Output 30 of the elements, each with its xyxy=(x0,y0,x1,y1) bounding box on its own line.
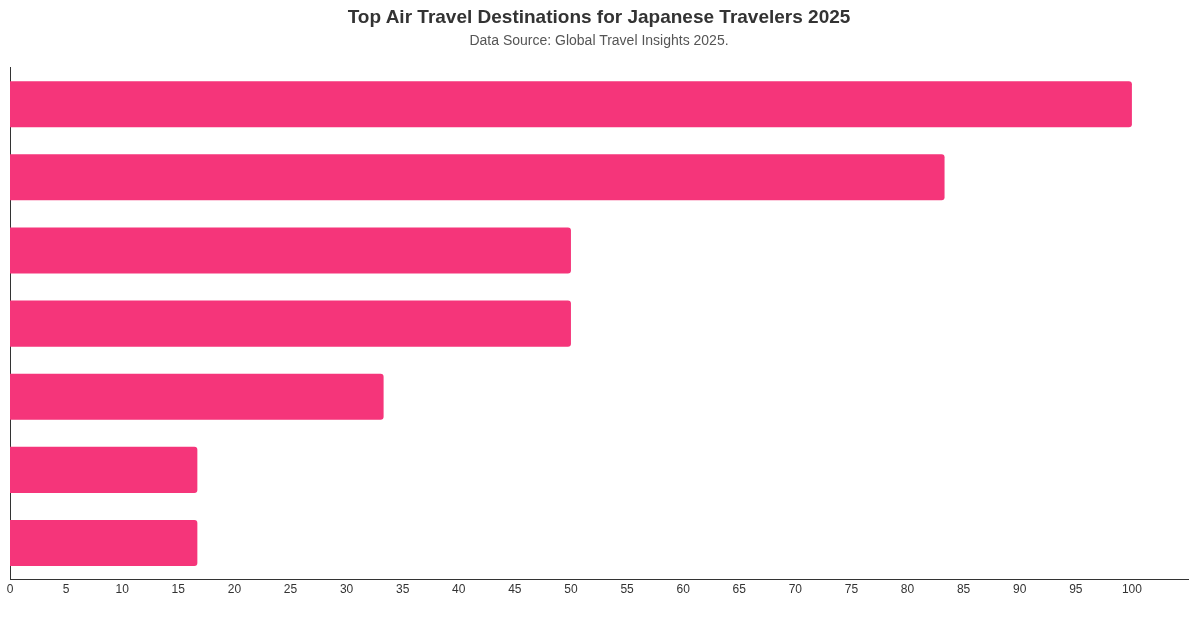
x-tick-label: 75 xyxy=(844,582,859,597)
bar xyxy=(10,519,198,567)
x-tick-label: 55 xyxy=(620,582,635,597)
x-tick-label: 15 xyxy=(171,582,186,597)
bar xyxy=(10,81,1132,128)
x-tick-label: 100 xyxy=(1121,582,1143,597)
bar xyxy=(10,373,384,420)
x-tick-label: 5 xyxy=(62,582,70,597)
chart-title: Top Air Travel Destinations for Japanese Travelers 2025 xyxy=(347,5,851,27)
x-tick-label: 80 xyxy=(900,582,915,597)
bar xyxy=(10,300,571,347)
bar xyxy=(10,446,198,493)
x-tick-label: 90 xyxy=(1013,582,1027,597)
x-tick-label: 0 xyxy=(6,582,14,597)
x-tick-label: 50 xyxy=(564,582,578,597)
bar xyxy=(10,227,571,274)
x-tick-label: 60 xyxy=(676,582,691,597)
x-tick-label: 95 xyxy=(1069,582,1083,597)
x-tick-label: 40 xyxy=(452,582,466,597)
x-tick-label: 85 xyxy=(956,582,971,597)
x-tick-label: 65 xyxy=(732,582,747,597)
bar xyxy=(10,154,945,201)
x-tick-label: 25 xyxy=(283,582,298,597)
x-tick-label: 20 xyxy=(227,582,242,597)
chart-subtitle: Data Source: Global Travel Insights 2025. xyxy=(469,32,729,49)
x-tick-label: 10 xyxy=(115,582,130,597)
x-tick-label: 35 xyxy=(395,582,410,597)
x-tick-label: 70 xyxy=(788,582,803,597)
x-tick-label: 45 xyxy=(508,582,522,597)
x-tick-label: 30 xyxy=(339,582,354,597)
